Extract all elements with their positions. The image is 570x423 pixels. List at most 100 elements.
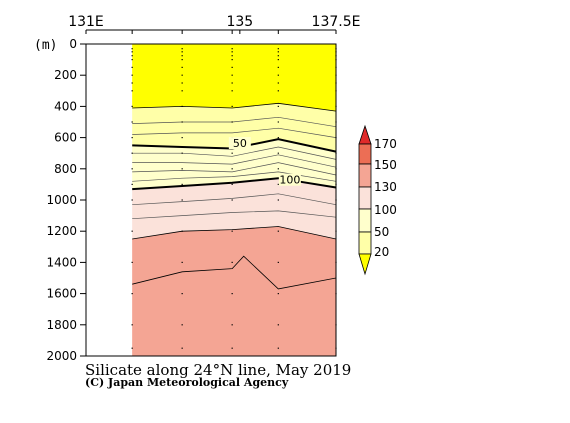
colorbar-segment (358, 163, 372, 188)
sample-dot (181, 55, 183, 57)
y-tick-label-1800: 1800 (46, 318, 77, 332)
sample-dot (131, 199, 133, 201)
x-tick-label-137.5E: 137.5E (312, 14, 361, 30)
colorbar-bottom-arrow (358, 253, 372, 276)
silicate-band-0 (132, 44, 336, 112)
sample-dot (131, 324, 133, 326)
contour-lines (132, 102, 337, 290)
sample-dot (131, 90, 133, 92)
colorbar-top-arrow (358, 124, 372, 145)
y-tick-label-0: 0 (69, 37, 77, 51)
sample-dot (277, 74, 279, 76)
sample-dot (277, 168, 279, 170)
sample-dot (231, 105, 233, 107)
y-tick-label-200: 200 (54, 68, 77, 82)
sample-dot (231, 55, 233, 57)
contour-labels: 50 100 (228, 137, 301, 187)
sample-dot (181, 293, 183, 295)
sample-dot (277, 105, 279, 107)
silicate-band-1 (132, 103, 336, 152)
colorbar-label-130: 130 (374, 180, 397, 194)
sample-dot (181, 66, 183, 68)
sample-dot (131, 59, 133, 61)
sample-dot (231, 261, 233, 263)
sample-dot (231, 230, 233, 232)
colorbar-segment (358, 186, 372, 210)
contour-label-bg (228, 137, 251, 150)
sample-dot (131, 66, 133, 68)
sample-dot (277, 82, 279, 84)
sample-dot (131, 121, 133, 123)
sample-dot (277, 48, 279, 50)
y-tick-label-600: 600 (54, 131, 77, 145)
contour-label-50: 50 (233, 137, 247, 150)
sample-dot (277, 152, 279, 154)
colorbar-segment (358, 208, 372, 233)
sample-dot (277, 199, 279, 201)
colorbar-label-20: 20 (374, 245, 389, 259)
colorbar-segment (358, 231, 372, 255)
sample-dot (277, 121, 279, 123)
sample-dot (277, 230, 279, 232)
sample-dot (181, 261, 183, 263)
sample-dot (181, 48, 183, 50)
colorbar-label-170: 170 (374, 137, 397, 151)
y-tick-label-1000: 1000 (46, 193, 77, 207)
sample-dot (131, 293, 133, 295)
sample-dot (131, 74, 133, 76)
sample-dot (231, 48, 233, 50)
sample-dot (181, 324, 183, 326)
sample-dot (231, 59, 233, 61)
sample-dot (181, 230, 183, 232)
y-tick-label-400: 400 (54, 99, 77, 113)
silicate-band-4 (132, 226, 336, 289)
sample-dot (181, 168, 183, 170)
sample-dot (131, 230, 133, 232)
sample-dot (277, 59, 279, 61)
y-tick-label-2000: 2000 (46, 349, 77, 363)
sample-dot (181, 59, 183, 61)
sample-dot (181, 152, 183, 154)
thin-contour-1 (132, 127, 337, 138)
sample-dot (181, 51, 183, 53)
thin-contour-2 (132, 146, 337, 160)
sample-dot (131, 48, 133, 50)
thin-contour-7 (132, 210, 337, 220)
thin-contour-4 (132, 162, 337, 176)
sample-dot (231, 82, 233, 84)
sample-dot (131, 261, 133, 263)
chart-title: Silicate along 24°N line, May 2019 (85, 361, 352, 379)
sample-dot (131, 137, 133, 139)
sample-dot (277, 261, 279, 263)
sample-dot (131, 55, 133, 57)
contour-fills (132, 44, 336, 356)
x-tick-label-135: 135 (226, 14, 253, 30)
colorbar-label-150: 150 (374, 158, 397, 172)
contour-20 (132, 102, 337, 112)
sample-dot (277, 90, 279, 92)
sample-dot (277, 183, 279, 185)
sample-dot (131, 168, 133, 170)
contour-label-100: 100 (279, 174, 300, 187)
sample-dot (231, 168, 233, 170)
sample-dot (181, 90, 183, 92)
colorbar: 170 150 130 100 50 20 (358, 124, 397, 276)
sample-dot (231, 121, 233, 123)
thin-contour-6 (132, 193, 337, 206)
sample-dot (277, 293, 279, 295)
sample-dot (181, 74, 183, 76)
sample-dot (131, 347, 133, 349)
sample-dot (231, 74, 233, 76)
x-axis: 131E 135 137.5E (68, 14, 360, 34)
sample-dot (277, 324, 279, 326)
sample-dot (131, 183, 133, 185)
sample-dot (181, 105, 183, 107)
y-tick-label-1200: 1200 (46, 224, 77, 238)
y-tick-label-1400: 1400 (46, 255, 77, 269)
x-tick-label-131E: 131E (68, 14, 104, 30)
silicate-band-3 (132, 178, 336, 239)
colorbar-label-50: 50 (374, 225, 389, 239)
sample-dot (231, 324, 233, 326)
y-tick-label-1600: 1600 (46, 287, 77, 301)
